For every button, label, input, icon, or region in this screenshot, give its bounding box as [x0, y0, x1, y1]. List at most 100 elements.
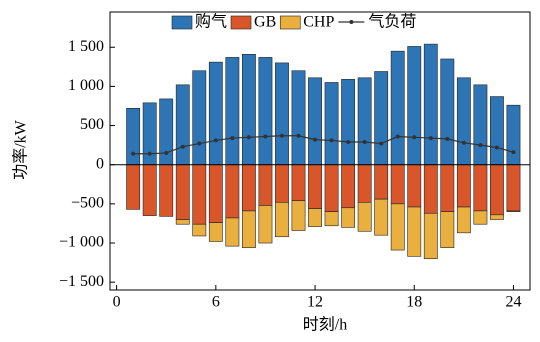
- x-axis-label: 时刻/h: [303, 316, 347, 334]
- y-tick-label: −500: [71, 195, 104, 212]
- bar: [225, 217, 240, 247]
- bar: [407, 46, 422, 166]
- bar: [490, 164, 504, 216]
- bar: [225, 164, 240, 219]
- line-point: [445, 136, 450, 141]
- bar: [341, 79, 356, 166]
- legend-swatch: [230, 15, 252, 30]
- bar: [208, 164, 223, 223]
- bar: [192, 70, 207, 166]
- bar: [258, 164, 273, 206]
- line-point: [263, 134, 268, 139]
- bar: [275, 62, 289, 166]
- y-tick-label: 0: [96, 155, 104, 172]
- line-point: [131, 151, 136, 156]
- legend-swatch: [349, 20, 354, 24]
- bar: [192, 223, 207, 237]
- plot-frame: [109, 11, 531, 291]
- bar: [456, 77, 471, 166]
- bar: [291, 70, 306, 166]
- bar: [374, 71, 389, 166]
- bar: [390, 203, 405, 251]
- bar: [308, 77, 322, 166]
- line-point: [164, 150, 169, 155]
- line-point: [362, 139, 367, 144]
- bar: [473, 210, 488, 225]
- line-point: [313, 137, 318, 142]
- x-tick-label: 6: [212, 294, 220, 311]
- line-point: [296, 133, 301, 138]
- line-point: [478, 143, 483, 148]
- legend-label: GB: [254, 14, 276, 31]
- y-tick-label: 1 000: [68, 77, 104, 94]
- line-point: [395, 134, 400, 139]
- line-point: [230, 136, 235, 141]
- bar: [357, 77, 372, 166]
- bar: [440, 211, 455, 249]
- line-point: [279, 133, 284, 138]
- line-point: [197, 141, 202, 146]
- line-point: [180, 144, 185, 149]
- bar: [506, 164, 521, 212]
- line-point: [428, 136, 433, 141]
- bar: [423, 164, 438, 214]
- bar: [390, 164, 405, 205]
- x-tick-label: 0: [113, 294, 121, 311]
- bar: [192, 164, 207, 225]
- bar: [142, 164, 157, 216]
- bar: [440, 58, 455, 166]
- y-tick-label: 1 500: [68, 38, 104, 55]
- bar: [423, 43, 438, 166]
- bar: [407, 206, 422, 257]
- bar: [423, 212, 438, 259]
- bar: [175, 219, 190, 225]
- bar: [341, 207, 356, 228]
- bar: [126, 108, 141, 166]
- bar: [324, 82, 339, 166]
- bar: [490, 96, 504, 166]
- line-point: [147, 151, 152, 156]
- bar: [440, 164, 455, 212]
- bar: [374, 198, 389, 236]
- bar: [241, 53, 256, 166]
- bar: [506, 210, 521, 212]
- bar: [291, 164, 306, 202]
- bar: [175, 164, 190, 220]
- x-tick-label: 18: [406, 294, 422, 311]
- y-tick-label: −1 500: [59, 273, 104, 290]
- x-tick-label: 24: [505, 294, 521, 311]
- line-point: [379, 141, 384, 146]
- legend-swatch: [279, 15, 301, 30]
- bar: [357, 201, 372, 232]
- bar: [241, 210, 256, 249]
- legend-label: CHP: [303, 14, 334, 31]
- bar: [308, 208, 322, 227]
- line-point: [246, 135, 251, 140]
- legend-swatch: [171, 15, 193, 30]
- bar: [341, 164, 356, 209]
- bar: [324, 164, 339, 212]
- bar: [357, 164, 372, 203]
- y-axis-label: 功率/kW: [12, 119, 30, 179]
- legend-label: 气负荷: [368, 13, 416, 31]
- bar: [308, 164, 322, 209]
- bar: [473, 164, 488, 212]
- bar: [456, 206, 471, 234]
- bar: [490, 214, 504, 220]
- line-point: [461, 140, 466, 145]
- bar: [374, 164, 389, 200]
- line-point: [213, 138, 218, 143]
- bar: [208, 222, 223, 242]
- bar: [456, 164, 471, 208]
- bar: [126, 164, 141, 210]
- legend-label: 购气: [195, 13, 227, 31]
- bar: [407, 164, 422, 208]
- bar: [275, 164, 289, 203]
- bar: [208, 61, 223, 166]
- line: [133, 135, 514, 155]
- line-point: [346, 139, 351, 144]
- bar: [175, 84, 190, 166]
- line-point: [511, 150, 516, 155]
- bar: [225, 57, 240, 166]
